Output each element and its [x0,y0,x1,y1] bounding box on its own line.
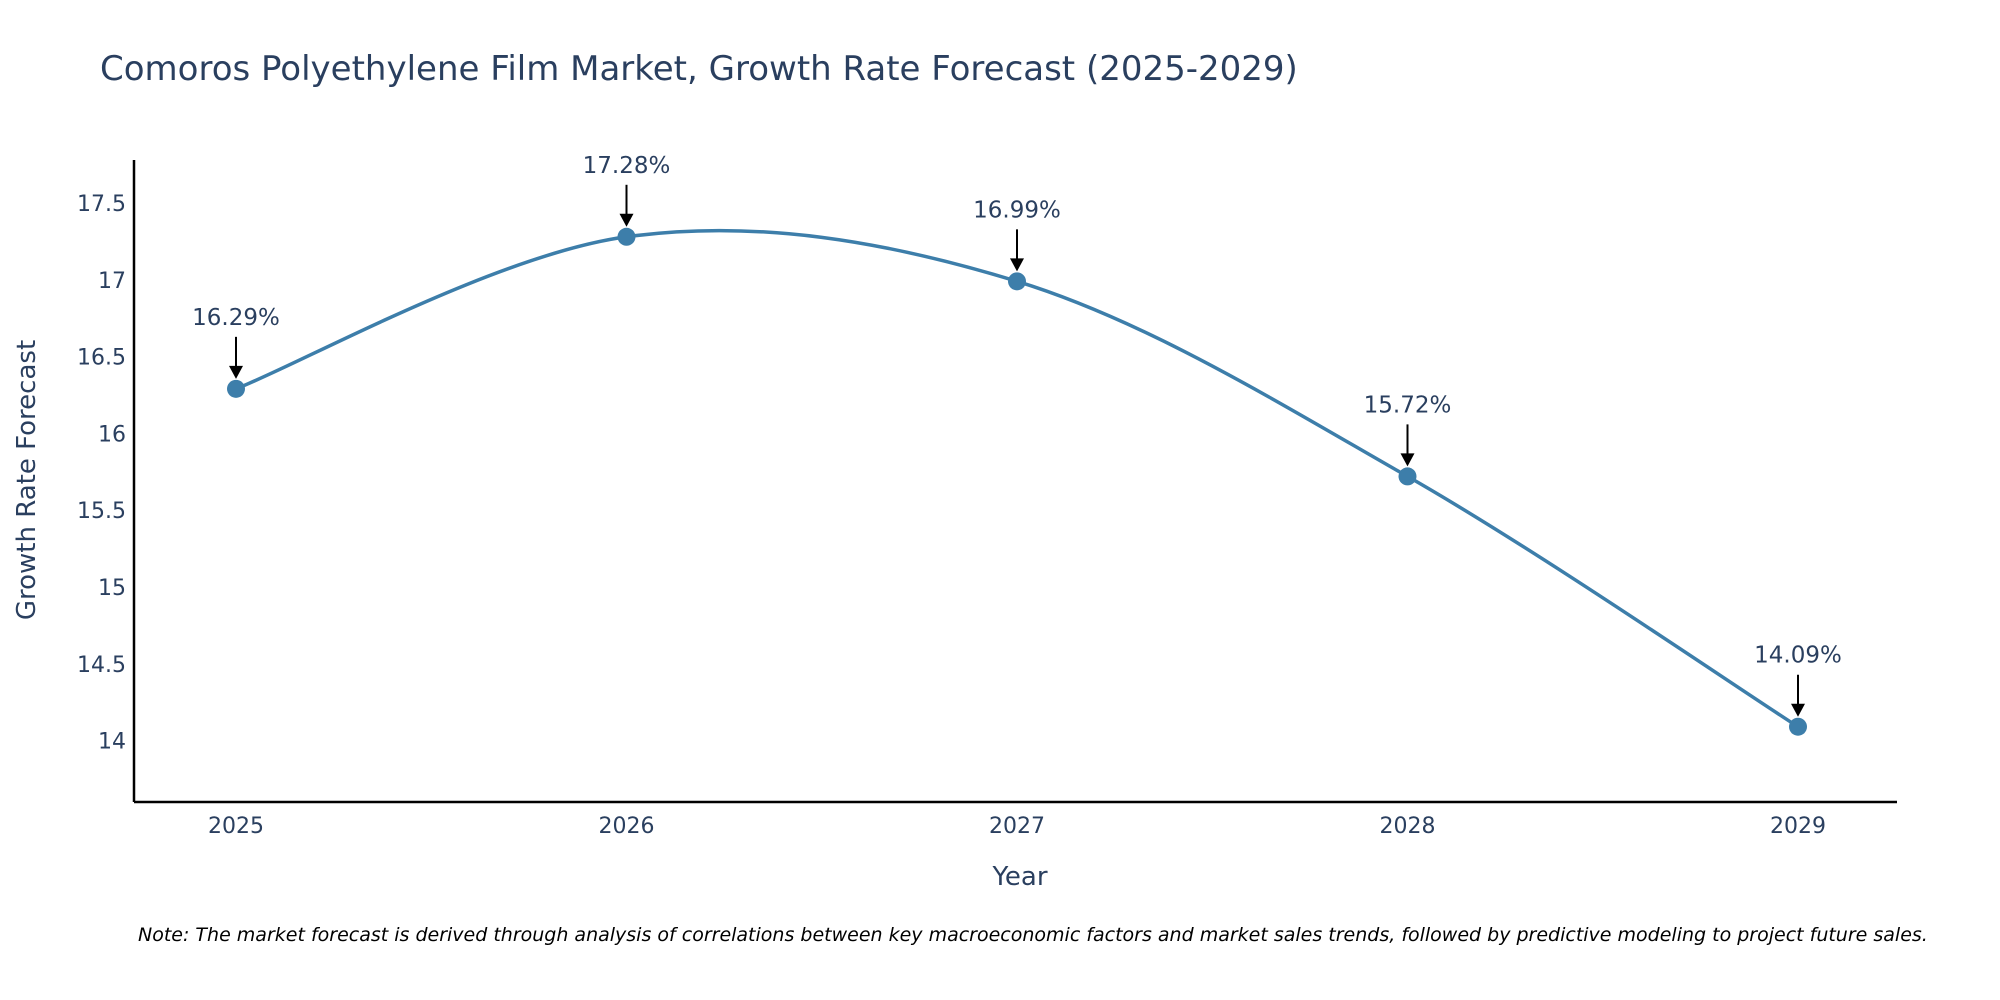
annotation-arrow-head [619,213,634,227]
data-point [1398,467,1417,486]
data-label: 14.09% [1754,643,1842,669]
y-tick-label: 17 [98,269,126,294]
data-label: 17.28% [583,153,671,179]
y-tick-label: 15.5 [77,499,126,524]
x-tick-label: 2029 [1770,814,1826,839]
x-tick-label: 2025 [208,814,264,839]
x-axis-ticks: 2025 2026 2027 2028 2029 [208,814,1826,839]
data-label: 15.72% [1364,392,1452,418]
y-tick-label: 16.5 [77,346,126,371]
chart-title: Comoros Polyethylene Film Market, Growth… [100,49,1298,89]
y-tick-label: 14.5 [77,653,126,678]
annotation-arrow-head [1400,453,1415,467]
x-axis-title: Year [991,862,1047,892]
annotation-arrow-head [229,365,243,379]
y-tick-label: 17.5 [77,192,126,217]
y-tick-label: 16 [98,422,126,447]
data-annotations: 16.29% 17.28% 16.99% 15.72% 14.09% [192,153,1842,717]
y-tick-label: 14 [98,730,126,755]
data-point [1008,272,1026,291]
x-tick-label: 2026 [599,814,655,839]
x-tick-label: 2028 [1380,814,1436,839]
data-label: 16.29% [192,305,280,331]
annotation-arrow-head [1791,703,1805,717]
y-axis-title: Growth Rate Forecast [12,340,42,620]
y-axis-ticks: 14 14.5 15 15.5 16 16.5 17 17.5 [77,192,126,755]
y-tick-label: 15 [98,576,126,601]
footnote: Note: The market forecast is derived thr… [138,924,1928,946]
data-points [227,227,1807,736]
data-label: 16.99% [973,197,1061,223]
x-tick-label: 2027 [989,814,1045,839]
annotation-arrow-head [1010,258,1024,272]
series-line [235,228,1799,729]
data-point [227,379,245,398]
data-point [1789,717,1807,736]
data-point [617,227,636,246]
